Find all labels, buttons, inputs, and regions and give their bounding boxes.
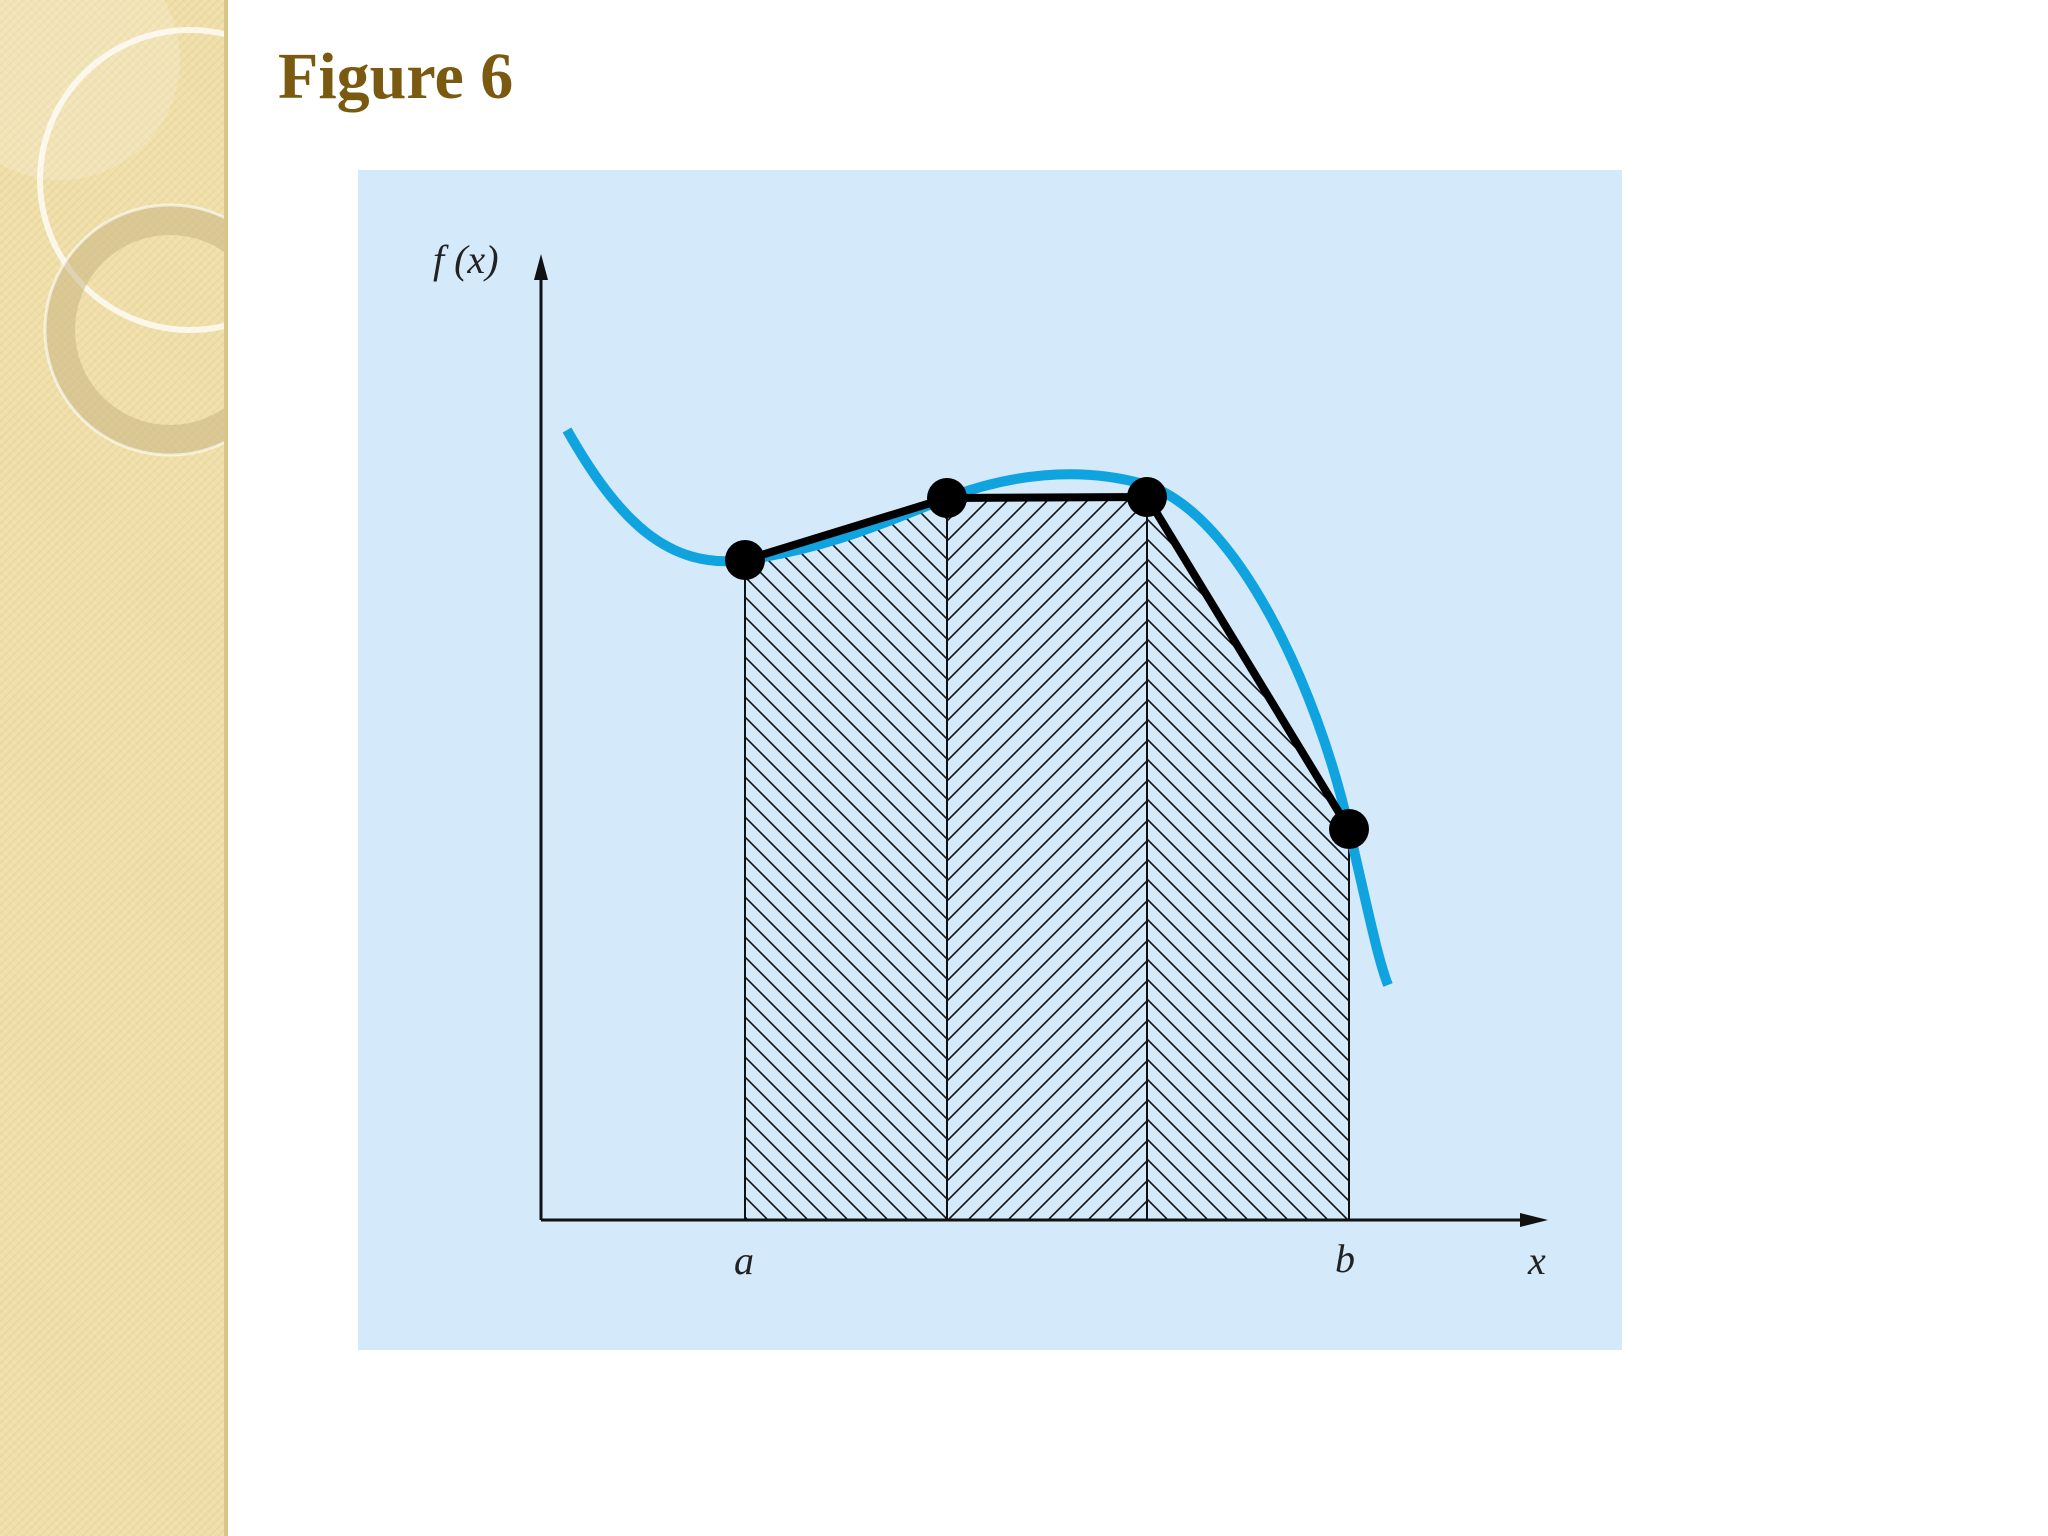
x-axis-label: x [1527, 1238, 1546, 1283]
deco-glow [0, 0, 180, 180]
sidebar-edge [224, 0, 228, 1536]
y-axis-label: f (x) [433, 237, 499, 282]
y-axis-arrow [534, 254, 548, 280]
node-point-b [1329, 809, 1369, 849]
trapezoid-polyline [743, 493, 1353, 832]
x-axis-arrow [1520, 1213, 1548, 1227]
node-point-2 [927, 478, 967, 518]
node-point-3 [1127, 477, 1167, 517]
tick-label-a: a [734, 1238, 754, 1283]
deco-ring-medium [45, 205, 228, 455]
decorative-rings [0, 0, 228, 457]
slide-title: Figure 6 [278, 40, 514, 113]
decorative-sidebar [0, 0, 228, 1536]
figure-panel: f (x) a b x [358, 170, 1622, 1355]
trapezoid-segment-1 [744, 496, 948, 1221]
trapezoid-segment-2 [946, 495, 1148, 1221]
trapezoidal-rule-diagram: f (x) a b x [358, 170, 1622, 1350]
deco-ring-large [37, 27, 228, 333]
node-point-a [725, 540, 765, 580]
deco-ring-outline [43, 203, 228, 457]
tick-label-b: b [1335, 1236, 1355, 1281]
